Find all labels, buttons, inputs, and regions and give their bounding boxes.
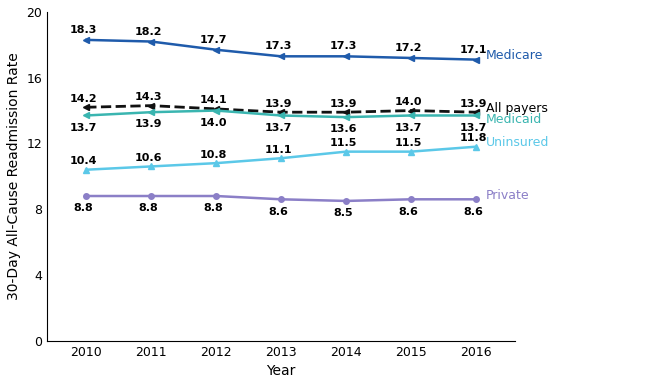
Text: Private: Private: [486, 189, 529, 202]
Text: 8.8: 8.8: [73, 203, 93, 213]
Text: 13.7: 13.7: [70, 123, 97, 133]
Text: 8.8: 8.8: [139, 203, 158, 213]
X-axis label: Year: Year: [267, 364, 296, 378]
Text: 13.9: 13.9: [329, 99, 357, 109]
Text: 13.9: 13.9: [265, 99, 292, 109]
Text: Medicaid: Medicaid: [486, 113, 542, 126]
Text: 18.3: 18.3: [70, 25, 97, 35]
Text: 13.7: 13.7: [265, 123, 292, 133]
Text: 13.9: 13.9: [459, 99, 487, 109]
Text: Medicare: Medicare: [486, 49, 543, 62]
Text: 14.0: 14.0: [395, 97, 422, 107]
Text: 13.6: 13.6: [329, 124, 357, 134]
Text: 13.7: 13.7: [395, 123, 422, 133]
Text: 11.5: 11.5: [329, 138, 357, 148]
Text: All payers: All payers: [486, 102, 547, 115]
Text: 17.3: 17.3: [265, 41, 292, 51]
Text: 17.7: 17.7: [199, 35, 227, 45]
Text: 11.1: 11.1: [265, 145, 292, 155]
Text: 8.6: 8.6: [269, 207, 288, 217]
Text: 17.1: 17.1: [459, 45, 487, 55]
Text: 8.5: 8.5: [333, 208, 353, 218]
Text: 10.4: 10.4: [70, 156, 97, 166]
Text: 17.3: 17.3: [329, 41, 357, 51]
Text: 11.8: 11.8: [459, 133, 487, 143]
Text: 14.1: 14.1: [199, 95, 227, 105]
Text: Uninsured: Uninsured: [486, 136, 549, 149]
Text: 17.2: 17.2: [395, 43, 422, 53]
Text: 8.6: 8.6: [398, 207, 418, 217]
Text: 13.9: 13.9: [135, 119, 162, 129]
Text: 14.0: 14.0: [199, 118, 227, 128]
Text: 14.3: 14.3: [135, 92, 162, 102]
Text: 13.7: 13.7: [459, 123, 486, 133]
Text: 10.8: 10.8: [199, 150, 227, 160]
Text: 8.8: 8.8: [203, 203, 223, 213]
Y-axis label: 30-Day All-Cause Readmission Rate: 30-Day All-Cause Readmission Rate: [7, 52, 21, 300]
Text: 10.6: 10.6: [135, 153, 162, 163]
Text: 8.6: 8.6: [463, 207, 483, 217]
Text: 18.2: 18.2: [135, 27, 162, 37]
Text: 11.5: 11.5: [395, 138, 422, 148]
Text: 14.2: 14.2: [69, 94, 97, 104]
